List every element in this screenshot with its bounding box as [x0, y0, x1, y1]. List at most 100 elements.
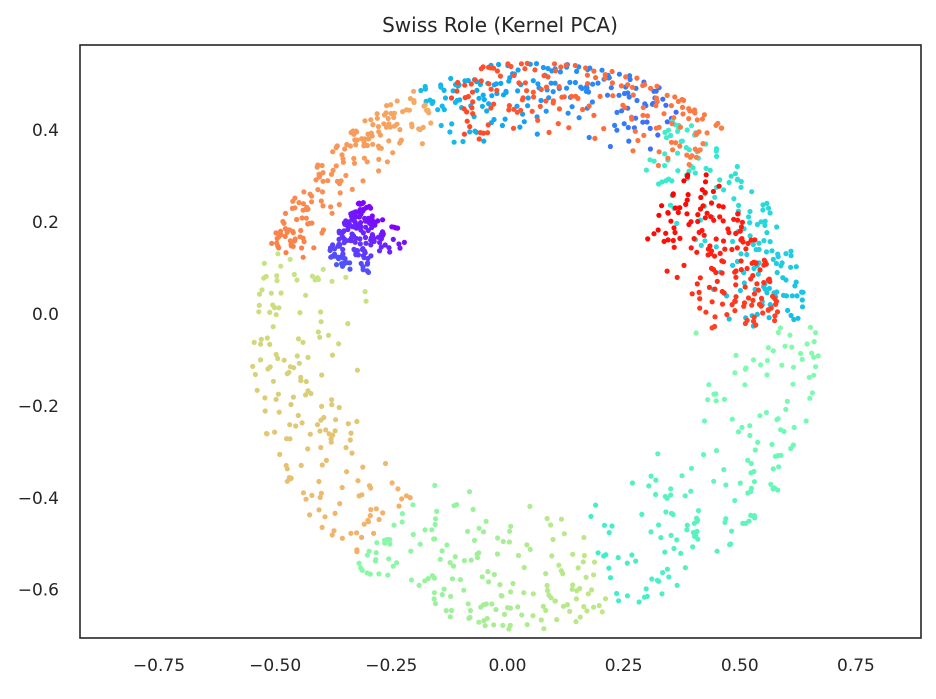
data-point — [695, 517, 701, 523]
data-point — [473, 129, 480, 135]
data-point — [380, 217, 386, 223]
data-point — [748, 276, 754, 282]
data-point — [569, 586, 575, 592]
data-point — [584, 72, 591, 78]
data-point — [336, 201, 342, 208]
data-point — [785, 307, 791, 313]
data-point — [683, 201, 689, 207]
data-point — [560, 571, 566, 577]
data-point — [672, 229, 678, 236]
data-point — [616, 92, 622, 98]
data-point — [522, 80, 529, 86]
data-point — [439, 548, 445, 554]
data-point — [348, 530, 354, 536]
data-point — [300, 339, 306, 345]
data-point — [410, 502, 416, 508]
data-point — [485, 122, 491, 128]
data-point — [343, 274, 349, 280]
data-point — [295, 336, 302, 342]
data-point — [288, 241, 294, 247]
data-point — [549, 68, 555, 74]
data-point — [349, 186, 355, 192]
data-point — [703, 172, 709, 178]
data-point — [674, 582, 680, 588]
data-point — [693, 154, 700, 160]
data-point — [558, 516, 565, 522]
data-point — [256, 291, 263, 297]
data-point — [610, 93, 616, 99]
data-point — [655, 132, 661, 138]
data-point — [644, 593, 650, 600]
data-point — [604, 92, 611, 98]
data-point — [630, 148, 636, 154]
data-point — [738, 267, 744, 273]
data-point — [409, 121, 415, 127]
data-point — [329, 210, 335, 216]
data-point — [432, 516, 439, 522]
data-point — [360, 200, 366, 206]
data-point — [720, 238, 727, 244]
data-point — [756, 301, 763, 307]
data-point — [525, 95, 531, 101]
data-point — [688, 465, 695, 471]
data-point — [296, 360, 302, 366]
data-point — [272, 429, 278, 435]
data-point — [606, 565, 612, 571]
data-point — [798, 350, 804, 357]
data-point — [422, 527, 428, 533]
data-point — [530, 89, 536, 95]
data-point — [686, 161, 692, 168]
data-point — [297, 234, 303, 240]
data-point — [353, 128, 359, 134]
data-point — [357, 241, 363, 247]
data-point — [712, 253, 718, 259]
data-point — [545, 74, 551, 80]
data-point — [694, 281, 700, 287]
data-point — [601, 126, 607, 132]
data-point — [755, 287, 762, 293]
data-point — [629, 480, 636, 486]
data-point — [303, 378, 309, 385]
data-point — [597, 93, 603, 99]
data-point — [497, 582, 503, 588]
data-point — [708, 248, 715, 254]
data-point — [508, 589, 514, 595]
data-point — [619, 108, 625, 114]
data-point — [756, 246, 762, 253]
data-point — [525, 103, 531, 109]
data-point — [507, 528, 513, 534]
data-point — [309, 193, 315, 199]
data-point — [357, 236, 363, 242]
data-point — [648, 85, 654, 91]
data-point — [297, 310, 303, 316]
data-point — [730, 262, 736, 268]
data-point — [723, 516, 729, 522]
data-point — [677, 124, 684, 130]
data-point — [712, 286, 718, 292]
data-point — [510, 580, 516, 587]
data-point — [742, 382, 748, 388]
data-point — [441, 87, 447, 93]
data-point — [586, 134, 592, 141]
data-point — [770, 348, 776, 354]
data-point — [386, 138, 392, 144]
data-point — [717, 214, 723, 220]
data-point — [476, 619, 482, 625]
data-point — [760, 310, 766, 316]
data-point — [274, 278, 280, 284]
data-point — [747, 233, 753, 239]
data-point — [735, 217, 741, 223]
chart-title: Swiss Role (Kernel PCA) — [382, 13, 618, 37]
data-point — [671, 244, 677, 250]
data-point — [362, 118, 368, 124]
data-point — [476, 525, 482, 531]
data-point — [654, 577, 660, 583]
data-point — [682, 493, 688, 499]
data-point — [307, 512, 313, 518]
data-point — [699, 116, 706, 122]
data-point — [544, 587, 551, 594]
data-point — [485, 569, 491, 575]
data-point — [251, 339, 257, 345]
data-point — [340, 156, 346, 162]
data-point — [664, 268, 670, 274]
